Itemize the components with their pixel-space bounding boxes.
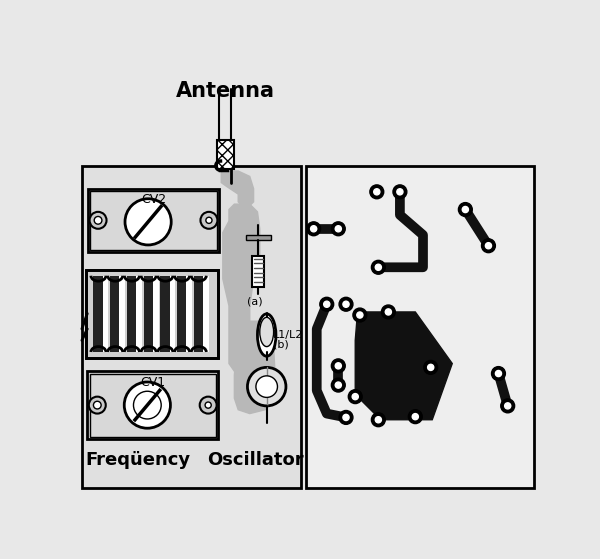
Circle shape (331, 359, 345, 373)
Bar (86, 269, 218, 358)
Text: (b): (b) (273, 339, 289, 349)
Bar (252, 255, 265, 287)
Circle shape (370, 185, 384, 199)
Polygon shape (355, 312, 452, 420)
Circle shape (352, 394, 358, 400)
Circle shape (353, 308, 367, 322)
Circle shape (397, 189, 403, 195)
Circle shape (491, 367, 505, 381)
Bar (306, 165, 534, 487)
Circle shape (424, 361, 437, 375)
Circle shape (375, 416, 382, 423)
Circle shape (409, 410, 422, 424)
Circle shape (133, 391, 161, 419)
Circle shape (371, 413, 385, 427)
Ellipse shape (257, 314, 276, 356)
Bar (103, 276, 109, 352)
Polygon shape (223, 204, 260, 371)
Bar (127, 276, 136, 352)
Circle shape (331, 222, 345, 236)
Bar (91, 191, 217, 249)
Circle shape (458, 202, 472, 216)
Bar (110, 276, 119, 352)
Bar (160, 276, 170, 352)
Bar (217, 140, 233, 169)
Circle shape (331, 378, 345, 392)
Text: (a): (a) (247, 296, 262, 306)
Text: Freqüency: Freqüency (86, 451, 191, 468)
Circle shape (485, 243, 491, 249)
Bar (203, 276, 209, 352)
Text: Antenna: Antenna (176, 81, 275, 101)
Bar (177, 276, 186, 352)
Bar (143, 276, 153, 352)
Polygon shape (221, 171, 254, 206)
Text: Oscillator: Oscillator (207, 451, 304, 468)
Bar (88, 189, 219, 252)
Bar (119, 276, 125, 352)
Circle shape (206, 217, 212, 224)
Circle shape (496, 371, 502, 377)
Bar (87, 371, 218, 439)
Bar (94, 276, 103, 352)
Circle shape (247, 367, 286, 406)
Circle shape (323, 301, 330, 307)
Circle shape (335, 363, 341, 369)
Circle shape (320, 297, 334, 311)
Bar (86, 269, 218, 358)
Bar (153, 276, 158, 352)
Circle shape (200, 397, 217, 414)
Bar (246, 235, 271, 240)
Circle shape (89, 397, 106, 414)
Circle shape (89, 212, 107, 229)
Circle shape (311, 226, 317, 232)
Circle shape (339, 410, 353, 424)
Circle shape (335, 226, 341, 232)
Circle shape (357, 312, 363, 318)
Circle shape (385, 309, 391, 315)
Text: L1/L2: L1/L2 (273, 330, 303, 340)
Circle shape (505, 403, 511, 409)
Circle shape (482, 239, 496, 253)
Circle shape (343, 301, 349, 307)
Circle shape (94, 216, 102, 224)
Circle shape (307, 222, 320, 236)
Circle shape (412, 414, 418, 420)
Bar (170, 276, 175, 352)
Circle shape (501, 399, 515, 413)
Circle shape (349, 390, 362, 404)
Circle shape (125, 199, 171, 245)
Text: CV1: CV1 (140, 376, 165, 389)
Ellipse shape (260, 318, 274, 347)
Circle shape (462, 206, 469, 212)
Circle shape (339, 297, 353, 311)
Bar (89, 373, 216, 437)
Circle shape (335, 382, 341, 388)
Circle shape (393, 185, 407, 199)
Circle shape (343, 414, 349, 420)
Polygon shape (235, 321, 275, 414)
Bar (194, 276, 203, 352)
Circle shape (428, 364, 434, 371)
Text: CV2: CV2 (141, 193, 166, 206)
Bar (82, 165, 301, 487)
Bar (136, 276, 142, 352)
Circle shape (371, 260, 385, 274)
Circle shape (375, 264, 382, 271)
Circle shape (200, 212, 217, 229)
Circle shape (124, 382, 170, 428)
Circle shape (374, 189, 380, 195)
Circle shape (382, 305, 395, 319)
Circle shape (94, 401, 101, 409)
Bar (186, 276, 192, 352)
Circle shape (205, 402, 211, 408)
Circle shape (256, 376, 277, 397)
